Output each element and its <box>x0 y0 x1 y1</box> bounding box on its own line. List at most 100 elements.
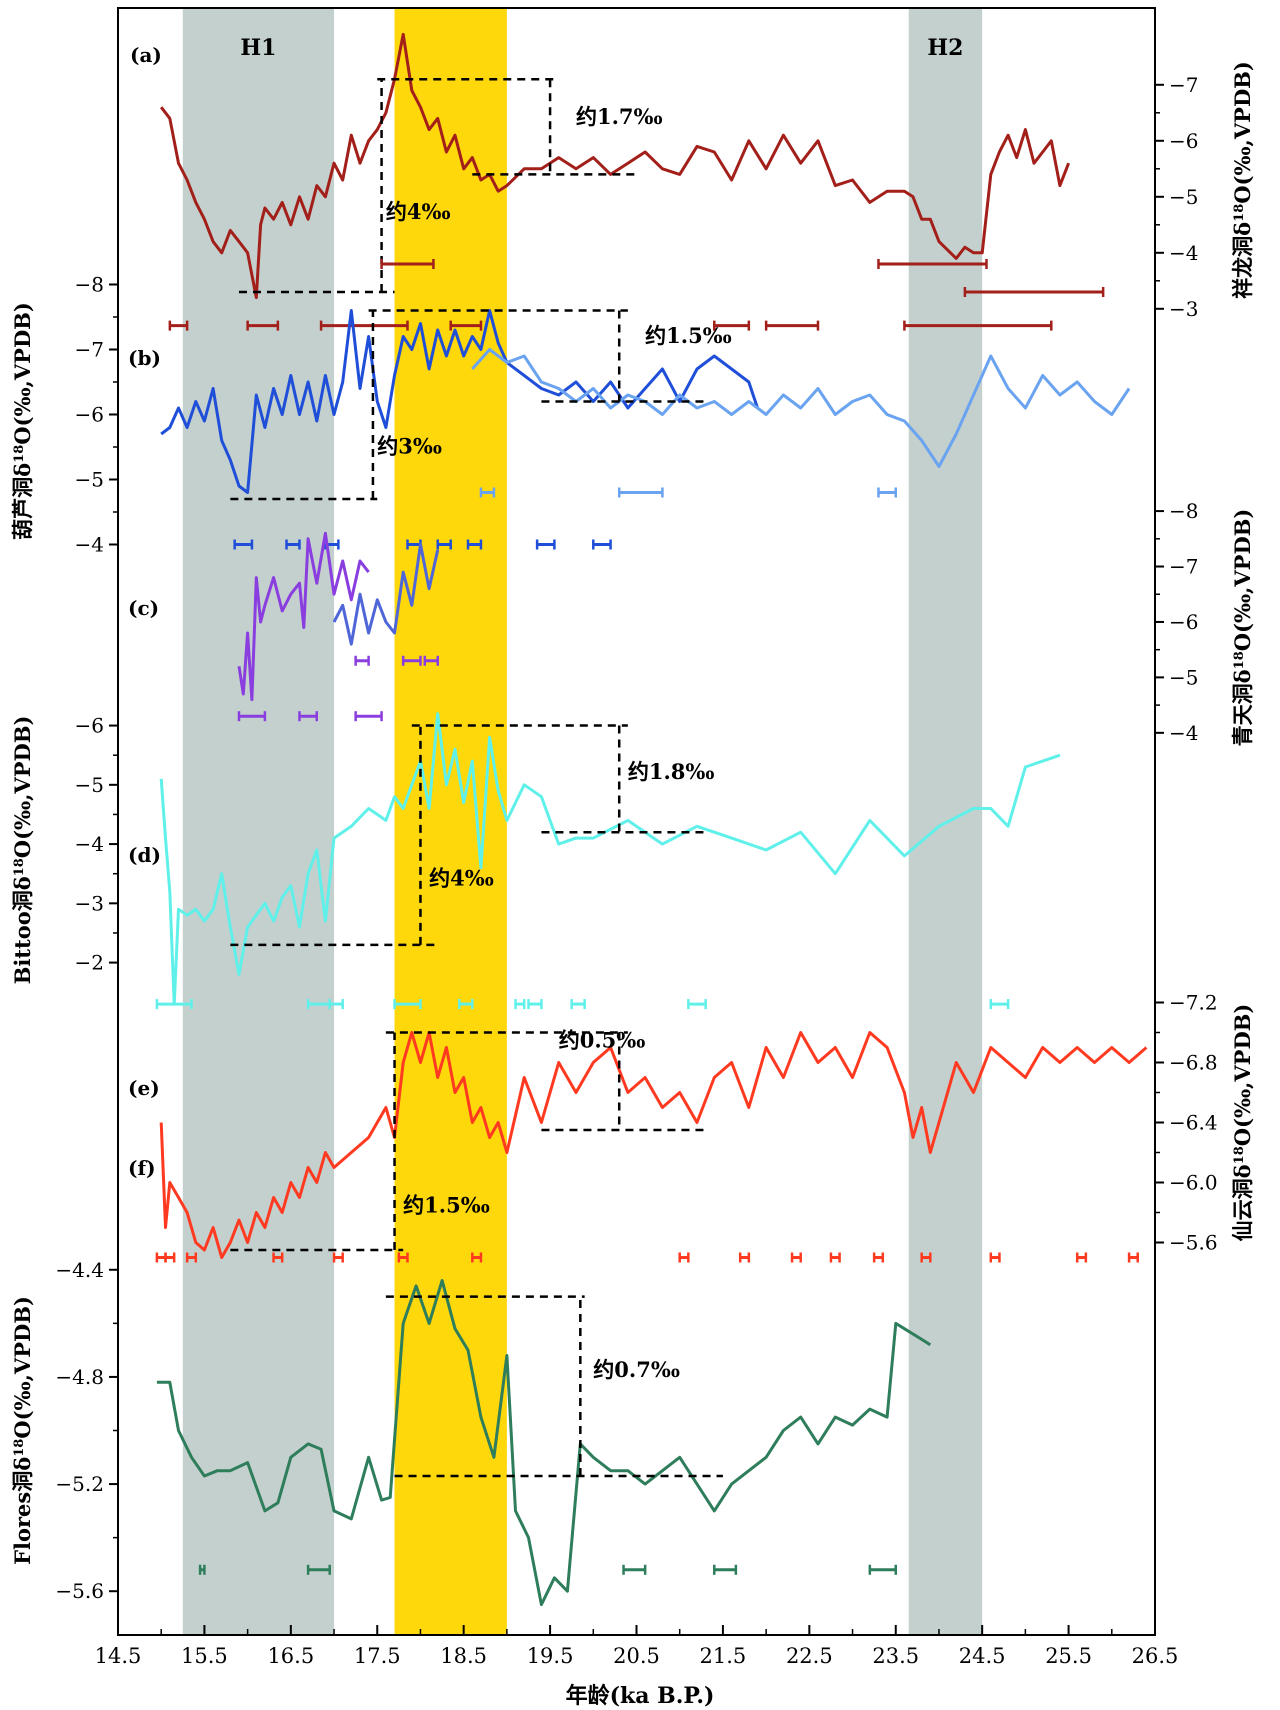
band-label-h1: H1 <box>240 35 276 61</box>
panel-label-f: (f) <box>128 1156 156 1180</box>
series-line-d-0 <box>159 712 1061 1006</box>
y-tick-label-a: −3 <box>1169 297 1198 321</box>
y-axis-label-unit-e: O(‰,VPDB) <box>1230 1004 1255 1147</box>
annotation-d-1: 约4‰ <box>429 866 494 891</box>
y-tick-label-b: −7 <box>75 338 104 362</box>
y-tick-label-d: −4 <box>75 832 104 856</box>
y-axis-label-sup-b: 18 <box>12 445 27 463</box>
x-tick-label: 14.5 <box>95 1644 142 1668</box>
y-tick-label-d: −3 <box>75 891 104 915</box>
series-line-a-0 <box>160 32 1070 300</box>
x-tick-label: 17.5 <box>354 1644 401 1668</box>
y-axis-label-e: 仙云洞δ18O(‰,VPDB) <box>1230 1004 1255 1242</box>
y-axis-label-a: 祥龙洞δ18O(‰,VPDB) <box>1230 61 1255 299</box>
x-tick-label: 20.5 <box>613 1644 660 1668</box>
x-tick-label: 18.5 <box>440 1644 487 1668</box>
y-axis-label-sup-d: 18 <box>12 858 27 876</box>
y-tick-label-a: −4 <box>1169 241 1198 265</box>
panel-f: −4.4 −4.8 −5.2 −5.6 Flores洞δ18O(‰,VPDB) (f) 约0… <box>10 1156 932 1607</box>
panel-label-a: (a) <box>130 43 162 67</box>
y-tick-label-b: −8 <box>75 273 104 297</box>
annotation-a-0: 约1.7‰ <box>576 104 663 129</box>
x-tick-label: 23.5 <box>872 1644 919 1668</box>
y-axis-label-unit-b: O(‰,VPDB) <box>10 302 35 445</box>
panel-label-c: (c) <box>128 596 159 620</box>
y-axis-label-unit-f: O(‰,VPDB) <box>10 1296 35 1439</box>
y-axis-label-main-e: 仙云洞δ <box>1230 1164 1255 1241</box>
y-axis-label-b: 葫芦洞δ18O(‰,VPDB) <box>10 302 35 540</box>
y-tick-label-a: −7 <box>1169 73 1198 97</box>
shaded-bands: H1 H2 <box>182 8 983 1635</box>
y-axis-label-main-b: 葫芦洞δ <box>10 463 35 540</box>
y-tick-label-c: −6 <box>1169 610 1198 634</box>
series-line-e-0 <box>159 1031 1148 1259</box>
x-tick-label: 22.5 <box>786 1644 833 1668</box>
x-axis-label: 年龄(ka B.P.) <box>566 1683 715 1709</box>
y-tick-label-d: −2 <box>75 951 104 975</box>
panel-label-d: (d) <box>128 843 161 867</box>
y-tick-label-f: −5.6 <box>55 1579 104 1603</box>
y-axis-label-main-c: 青天洞δ <box>1230 669 1255 746</box>
x-tick-label: 16.5 <box>267 1644 314 1668</box>
series-line-f-0 <box>156 1279 932 1607</box>
panel-e: −7.2 −6.8 −6.4 −6.0 −5.6 仙云洞δ18O(‰,VPDB) (e) 约0… <box>128 991 1255 1263</box>
panel-d: −6 −5 −4 −3 −2 Bittoo洞δ18O(‰,VPDB) (d) 约1.8‰ 约4‰ <box>10 712 1061 1010</box>
y-tick-label-d: −6 <box>75 714 104 738</box>
y-tick-label-e: −7.2 <box>1169 991 1218 1015</box>
y-tick-label-e: −6.0 <box>1169 1171 1218 1195</box>
annotation-e-0: 约0.5‰ <box>559 1028 646 1053</box>
series-line-c-1 <box>332 542 440 646</box>
y-axis-label-sup-e: 18 <box>1232 1146 1247 1164</box>
y-tick-label-c: −4 <box>1169 721 1198 745</box>
y-axis-label-main-a: 祥龙洞δ <box>1230 222 1255 299</box>
shaded-band-lgm <box>394 8 507 1635</box>
y-tick-label-b: −4 <box>75 533 104 557</box>
x-tick-label: 25.5 <box>1045 1644 1092 1668</box>
series-line-b-0 <box>160 309 759 494</box>
panel-label-b: (b) <box>128 346 161 370</box>
y-axis-label-unit-c: O(‰,VPDB) <box>1230 509 1255 652</box>
y-tick-label-f: −5.2 <box>55 1472 104 1496</box>
x-tick-label: 19.5 <box>527 1644 574 1668</box>
annotation-b-1: 约3‰ <box>377 434 442 459</box>
band-label-h2: H2 <box>927 35 963 61</box>
x-tick-label: 21.5 <box>700 1644 747 1668</box>
annotation-d-0: 约1.8‰ <box>628 759 715 784</box>
y-tick-label-c: −7 <box>1169 555 1198 579</box>
x-tick-label: 15.5 <box>181 1644 228 1668</box>
annotation-b-0: 约1.5‰ <box>645 323 732 348</box>
y-tick-label-d: −5 <box>75 773 104 797</box>
panels: −7−6−5−4−3祥龙洞δ18O(‰,VPDB)(a)约1.7‰约4‰−8−7… <box>10 32 1255 1607</box>
panel-label-e: (e) <box>128 1076 160 1100</box>
y-tick-label-c: −8 <box>1169 499 1198 523</box>
y-axis-label-sup-c: 18 <box>1232 651 1247 669</box>
y-tick-label-f: −4.8 <box>55 1365 104 1389</box>
y-tick-label-a: −5 <box>1169 185 1198 209</box>
y-axis-label-c: 青天洞δ18O(‰,VPDB) <box>1230 509 1255 747</box>
y-axis-label-unit-a: O(‰,VPDB) <box>1230 61 1255 204</box>
y-axis-label-sup-a: 18 <box>1232 204 1247 222</box>
panel-b: −8 −7 −6 −5 −4 葫芦洞δ18O(‰,VPDB) (b) 约1.5‰ 约3‰ <box>10 273 1131 557</box>
y-tick-label-e: −6.4 <box>1169 1111 1218 1135</box>
y-axis-label-d: Bittoo洞δ18O(‰,VPDB) <box>10 716 35 985</box>
annotation-f-0: 约0.7‰ <box>593 1357 680 1382</box>
y-axis-label-main-d: Bittoo洞δ <box>10 876 35 984</box>
y-tick-label-b: −6 <box>75 403 104 427</box>
y-tick-label-e: −5.6 <box>1169 1231 1218 1255</box>
y-axis-label-f: Flores洞δ18O(‰,VPDB) <box>10 1296 35 1565</box>
series-line-b-1 <box>471 348 1131 468</box>
y-tick-label-e: −6.8 <box>1169 1051 1218 1075</box>
annotation-e-1: 约1.5‰ <box>403 1193 490 1218</box>
x-tick-label: 26.5 <box>1132 1644 1179 1668</box>
series-line-c-0 <box>237 531 370 702</box>
panel-a: −7 −6 −5 −4 −3 祥龙洞δ18O(‰,VPDB) (a) 约1.7‰ 约4‰ <box>130 32 1255 331</box>
x-axis: 14.5 15.5 16.5 17.5 18.5 19.5 20.5 21.5 22.5 23.5… <box>95 1625 1179 1668</box>
y-axis-label-unit-d: O(‰,VPDB) <box>10 716 35 859</box>
panel-c: −8 −7 −6 −5 −4 青天洞δ18O(‰,VPDB) (c) <box>128 499 1255 746</box>
y-tick-label-b: −5 <box>75 468 104 492</box>
y-axis-label-main-f: Flores洞δ <box>10 1457 35 1565</box>
y-axis-label-sup-f: 18 <box>12 1439 27 1457</box>
y-tick-label-a: −6 <box>1169 129 1198 153</box>
annotation-a-1: 约4‰ <box>386 199 451 224</box>
